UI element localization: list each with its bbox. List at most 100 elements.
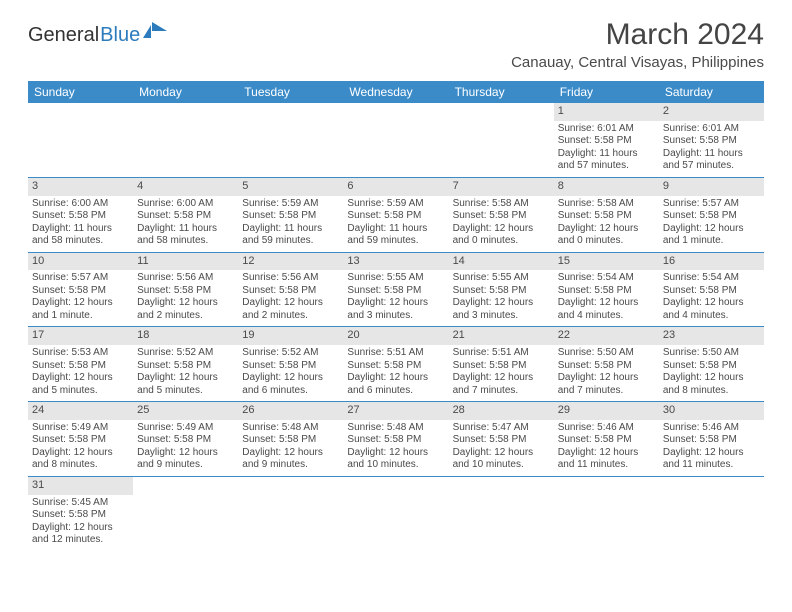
daylight-text: Daylight: 12 hours bbox=[663, 297, 760, 310]
sunrise-text: Sunrise: 5:56 AM bbox=[137, 272, 234, 285]
sunset-text: Sunset: 5:58 PM bbox=[32, 509, 129, 522]
sunset-text: Sunset: 5:58 PM bbox=[453, 285, 550, 298]
date-number: 23 bbox=[659, 327, 764, 345]
day-cell: 19Sunrise: 5:52 AMSunset: 5:58 PMDayligh… bbox=[238, 327, 343, 401]
title-block: March 2024 Canauay, Central Visayas, Phi… bbox=[511, 18, 764, 75]
daylight-text: and 8 minutes. bbox=[32, 459, 129, 472]
daylight-text: Daylight: 12 hours bbox=[558, 372, 655, 385]
sunrise-text: Sunrise: 5:49 AM bbox=[137, 422, 234, 435]
date-number: 22 bbox=[554, 327, 659, 345]
empty-cell bbox=[449, 477, 554, 551]
day-cell: 26Sunrise: 5:48 AMSunset: 5:58 PMDayligh… bbox=[238, 402, 343, 476]
date-number: 19 bbox=[238, 327, 343, 345]
daylight-text: and 7 minutes. bbox=[453, 385, 550, 398]
daylight-text: Daylight: 12 hours bbox=[32, 297, 129, 310]
sunset-text: Sunset: 5:58 PM bbox=[558, 360, 655, 373]
date-number: 31 bbox=[28, 477, 133, 495]
empty-cell bbox=[659, 477, 764, 551]
date-number: 4 bbox=[133, 178, 238, 196]
date-number: 5 bbox=[238, 178, 343, 196]
empty-cell bbox=[343, 103, 448, 177]
day-cell: 21Sunrise: 5:51 AMSunset: 5:58 PMDayligh… bbox=[449, 327, 554, 401]
daylight-text: and 58 minutes. bbox=[137, 235, 234, 248]
date-number: 13 bbox=[343, 253, 448, 271]
daylight-text: Daylight: 12 hours bbox=[347, 447, 444, 460]
sunrise-text: Sunrise: 5:48 AM bbox=[242, 422, 339, 435]
daylight-text: and 57 minutes. bbox=[558, 160, 655, 173]
daylight-text: Daylight: 12 hours bbox=[453, 372, 550, 385]
daylight-text: Daylight: 12 hours bbox=[558, 223, 655, 236]
day-cell: 30Sunrise: 5:46 AMSunset: 5:58 PMDayligh… bbox=[659, 402, 764, 476]
daylight-text: Daylight: 12 hours bbox=[453, 447, 550, 460]
daylight-text: and 2 minutes. bbox=[137, 310, 234, 323]
date-number: 6 bbox=[343, 178, 448, 196]
empty-cell bbox=[28, 103, 133, 177]
sunset-text: Sunset: 5:58 PM bbox=[242, 360, 339, 373]
date-number: 14 bbox=[449, 253, 554, 271]
day-cell: 17Sunrise: 5:53 AMSunset: 5:58 PMDayligh… bbox=[28, 327, 133, 401]
daylight-text: and 0 minutes. bbox=[453, 235, 550, 248]
daylight-text: and 59 minutes. bbox=[242, 235, 339, 248]
daylight-text: and 5 minutes. bbox=[137, 385, 234, 398]
empty-cell bbox=[343, 477, 448, 551]
sunset-text: Sunset: 5:58 PM bbox=[242, 210, 339, 223]
day-cell: 13Sunrise: 5:55 AMSunset: 5:58 PMDayligh… bbox=[343, 253, 448, 327]
daylight-text: and 58 minutes. bbox=[32, 235, 129, 248]
daylight-text: Daylight: 11 hours bbox=[137, 223, 234, 236]
logo-text-accent: Blue bbox=[100, 24, 140, 47]
day-cell: 7Sunrise: 5:58 AMSunset: 5:58 PMDaylight… bbox=[449, 178, 554, 252]
date-number: 10 bbox=[28, 253, 133, 271]
daylight-text: and 59 minutes. bbox=[347, 235, 444, 248]
sunrise-text: Sunrise: 5:52 AM bbox=[137, 347, 234, 360]
daylight-text: and 4 minutes. bbox=[663, 310, 760, 323]
day-cell: 12Sunrise: 5:56 AMSunset: 5:58 PMDayligh… bbox=[238, 253, 343, 327]
sunrise-text: Sunrise: 5:50 AM bbox=[663, 347, 760, 360]
header: General Blue March 2024 Canauay, Central… bbox=[28, 18, 764, 75]
month-title: March 2024 bbox=[511, 18, 764, 52]
sunset-text: Sunset: 5:58 PM bbox=[137, 360, 234, 373]
sunset-text: Sunset: 5:58 PM bbox=[347, 434, 444, 447]
date-number: 24 bbox=[28, 402, 133, 420]
date-number: 30 bbox=[659, 402, 764, 420]
day-cell: 11Sunrise: 5:56 AMSunset: 5:58 PMDayligh… bbox=[133, 253, 238, 327]
day-cell: 28Sunrise: 5:47 AMSunset: 5:58 PMDayligh… bbox=[449, 402, 554, 476]
sunset-text: Sunset: 5:58 PM bbox=[32, 210, 129, 223]
daylight-text: and 9 minutes. bbox=[242, 459, 339, 472]
sunrise-text: Sunrise: 5:47 AM bbox=[453, 422, 550, 435]
empty-cell bbox=[133, 477, 238, 551]
date-number: 8 bbox=[554, 178, 659, 196]
daylight-text: and 11 minutes. bbox=[663, 459, 760, 472]
sunset-text: Sunset: 5:58 PM bbox=[32, 434, 129, 447]
day-cell: 3Sunrise: 6:00 AMSunset: 5:58 PMDaylight… bbox=[28, 178, 133, 252]
sunrise-text: Sunrise: 5:54 AM bbox=[663, 272, 760, 285]
day-cell: 27Sunrise: 5:48 AMSunset: 5:58 PMDayligh… bbox=[343, 402, 448, 476]
daylight-text: Daylight: 12 hours bbox=[32, 522, 129, 535]
sunset-text: Sunset: 5:58 PM bbox=[453, 360, 550, 373]
sunrise-text: Sunrise: 5:46 AM bbox=[558, 422, 655, 435]
date-number: 12 bbox=[238, 253, 343, 271]
sunrise-text: Sunrise: 5:59 AM bbox=[347, 198, 444, 211]
daylight-text: and 3 minutes. bbox=[453, 310, 550, 323]
daylight-text: and 0 minutes. bbox=[558, 235, 655, 248]
daylight-text: and 1 minute. bbox=[663, 235, 760, 248]
day-cell: 10Sunrise: 5:57 AMSunset: 5:58 PMDayligh… bbox=[28, 253, 133, 327]
sunset-text: Sunset: 5:58 PM bbox=[663, 360, 760, 373]
sunrise-text: Sunrise: 5:57 AM bbox=[32, 272, 129, 285]
daylight-text: and 6 minutes. bbox=[242, 385, 339, 398]
sunrise-text: Sunrise: 5:48 AM bbox=[347, 422, 444, 435]
date-number: 26 bbox=[238, 402, 343, 420]
daylight-text: and 7 minutes. bbox=[558, 385, 655, 398]
date-number: 18 bbox=[133, 327, 238, 345]
date-number: 11 bbox=[133, 253, 238, 271]
day-cell: 24Sunrise: 5:49 AMSunset: 5:58 PMDayligh… bbox=[28, 402, 133, 476]
week-row: 24Sunrise: 5:49 AMSunset: 5:58 PMDayligh… bbox=[28, 402, 764, 477]
day-cell: 5Sunrise: 5:59 AMSunset: 5:58 PMDaylight… bbox=[238, 178, 343, 252]
daylight-text: Daylight: 12 hours bbox=[663, 372, 760, 385]
sunset-text: Sunset: 5:58 PM bbox=[453, 434, 550, 447]
day-cell: 29Sunrise: 5:46 AMSunset: 5:58 PMDayligh… bbox=[554, 402, 659, 476]
sunset-text: Sunset: 5:58 PM bbox=[32, 285, 129, 298]
week-row: 1Sunrise: 6:01 AMSunset: 5:58 PMDaylight… bbox=[28, 103, 764, 178]
date-number: 3 bbox=[28, 178, 133, 196]
sunset-text: Sunset: 5:58 PM bbox=[558, 210, 655, 223]
day-header-thu: Thursday bbox=[449, 81, 554, 103]
